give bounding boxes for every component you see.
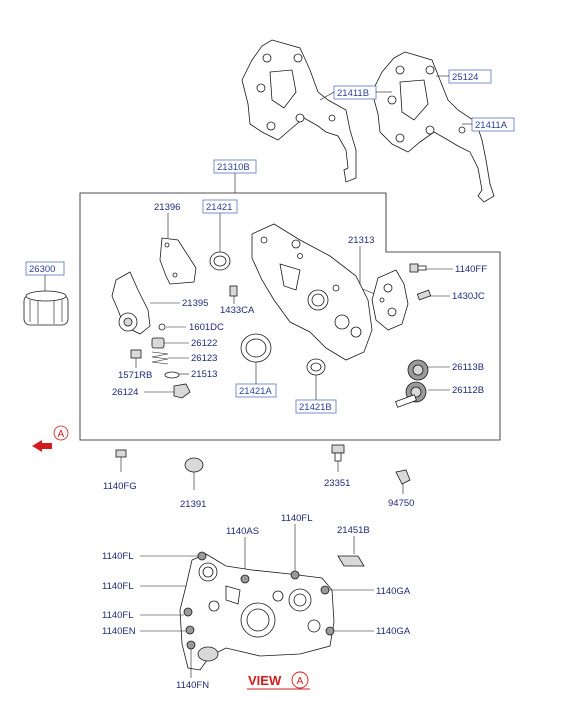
retainer-21513-drawing [164,371,180,379]
label-1430jc[interactable]: 1430JC [452,291,485,302]
label-1140ff[interactable]: 1140FF [455,264,487,275]
label-1140as[interactable]: 1140AS [226,526,259,537]
oil-filter-drawing [23,290,69,326]
oil-pump-housing-drawing [251,223,373,361]
label-1140ga-2[interactable]: 1140GA [376,626,411,637]
pin-1430jc-drawing [416,289,432,301]
view-a-caption: VIEW A [247,671,310,690]
label-21513[interactable]: 21513 [191,369,217,380]
label-26112b[interactable]: 26112B [452,385,484,396]
view-a-arrow[interactable]: A [32,425,69,452]
label-1140fl-top[interactable]: 1140FL [281,513,313,524]
label-21310b[interactable]: 21310B [217,162,250,173]
label-94750[interactable]: 94750 [388,498,414,509]
label-21395[interactable]: 21395 [182,298,208,309]
label-26113b[interactable]: 26113B [452,362,484,373]
label-21396[interactable]: 21396 [154,202,180,213]
seal-21421b-drawing [306,358,326,376]
label-26124[interactable]: 26124 [112,387,138,398]
plug-1601dc-drawing [158,323,166,331]
label-21411b[interactable]: 21411B [337,88,369,99]
label-1140fn[interactable]: 1140FN [176,680,209,691]
pump-cover-drawing [371,269,409,331]
timing-cover-drawing [179,553,335,671]
label-21391[interactable]: 21391 [180,499,206,510]
seal-21421-drawing [209,251,231,271]
label-21451b[interactable]: 21451B [337,525,370,536]
label-26122[interactable]: 26122 [191,338,217,349]
label-1140fg[interactable]: 1140FG [103,481,137,492]
label-26300[interactable]: 26300 [29,264,55,275]
bolt-1140fg-drawing [115,449,127,472]
sensor-23351-drawing [331,444,345,472]
assembly-frame [79,192,501,441]
pin-1433ca-drawing [229,285,238,297]
label-21421[interactable]: 21421 [206,202,232,213]
label-1433ca[interactable]: 1433CA [220,305,255,316]
plunger-26122-drawing [151,337,165,349]
ring-1571rb-drawing [130,349,142,359]
label-1140en[interactable]: 1140EN [102,626,136,637]
oil-strainer-drawing [111,271,151,335]
bolt-1140ff-drawing [409,263,427,273]
seal-21421a-drawing [240,333,272,363]
bracket-21451b-drawing [337,555,365,567]
gear-26112b-drawing [395,381,427,408]
sensor-94750-drawing [395,469,411,494]
label-25124[interactable]: 25124 [452,72,478,83]
label-1140fl-3[interactable]: 1140FL [102,610,134,621]
bracket-21396-drawing [159,237,197,285]
label-21411a[interactable]: 21411A [475,120,508,131]
gear-26113b-drawing [407,359,429,381]
arrow-marker-a: A [58,429,65,440]
label-21421b[interactable]: 21421B [299,402,332,413]
label-21313[interactable]: 21313 [348,235,374,246]
label-1140fl-2[interactable]: 1140FL [102,581,134,592]
label-1601dc[interactable]: 1601DC [189,322,224,333]
label-1140ga-1[interactable]: 1140GA [376,586,411,597]
gasket-21411a-drawing [371,51,495,203]
label-1571rb[interactable]: 1571RB [118,370,152,381]
label-26123[interactable]: 26123 [191,353,217,364]
label-21421a[interactable]: 21421A [239,386,272,397]
plug-21391-drawing [184,457,204,490]
view-marker-a: A [297,676,304,687]
spring-26123-drawing [151,351,169,365]
label-1140fl-1[interactable]: 1140FL [102,551,134,562]
gasket-21411b-drawing [241,39,357,183]
view-label: VIEW [248,673,282,688]
label-23351[interactable]: 23351 [324,478,350,489]
cover-bolts [183,551,335,650]
plug-26124-drawing [173,383,191,399]
